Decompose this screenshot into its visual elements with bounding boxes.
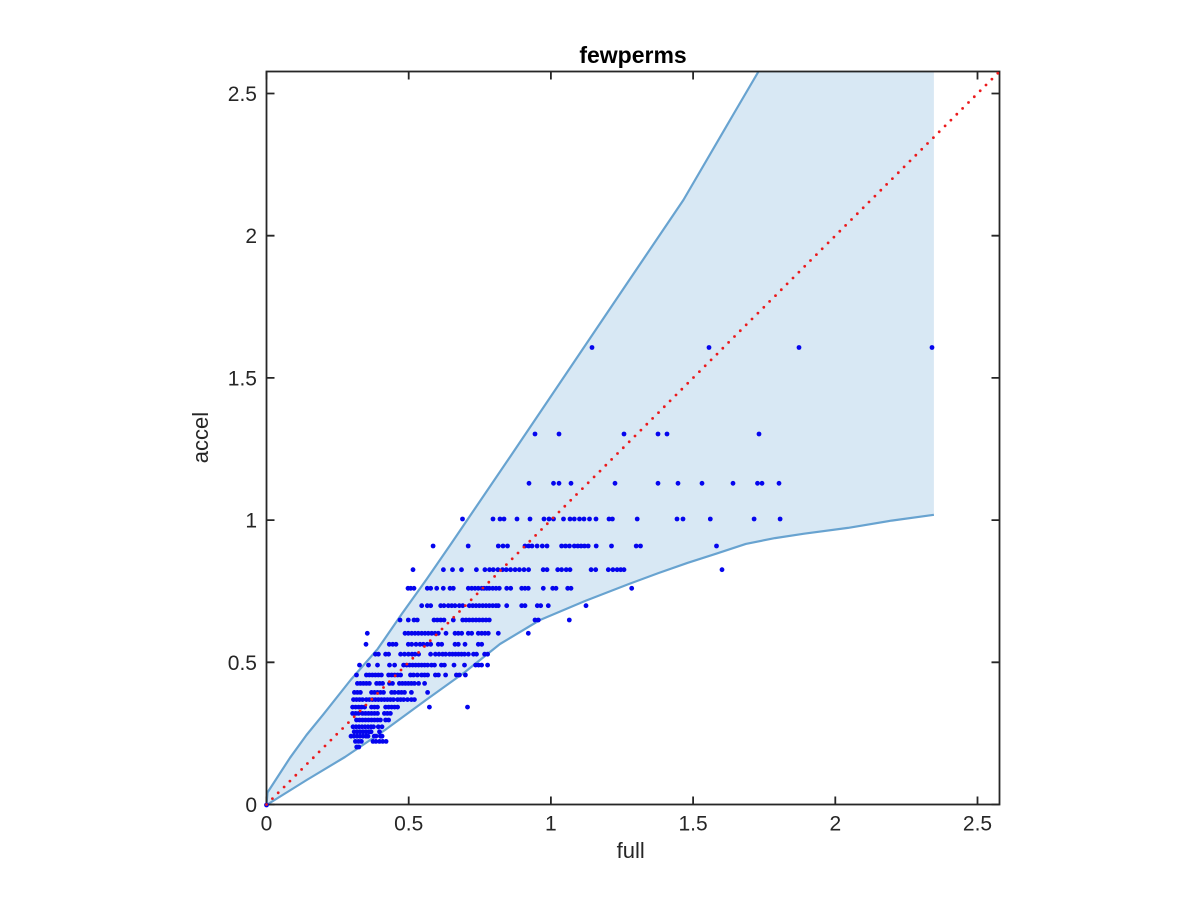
svg-text:2.5: 2.5: [963, 813, 992, 836]
svg-text:fewperms: fewperms: [579, 42, 686, 68]
svg-text:accel: accel: [188, 412, 213, 463]
svg-text:1.5: 1.5: [228, 367, 257, 390]
svg-text:0: 0: [261, 813, 273, 836]
svg-text:1: 1: [245, 510, 257, 533]
svg-text:1: 1: [545, 813, 557, 836]
svg-text:2: 2: [245, 225, 257, 248]
svg-text:full: full: [617, 838, 645, 863]
svg-text:0.5: 0.5: [394, 813, 423, 836]
svg-text:0: 0: [245, 794, 257, 817]
svg-text:1.5: 1.5: [678, 813, 707, 836]
svg-text:0.5: 0.5: [228, 652, 257, 675]
svg-text:2.5: 2.5: [228, 83, 257, 106]
svg-text:2: 2: [829, 813, 841, 836]
